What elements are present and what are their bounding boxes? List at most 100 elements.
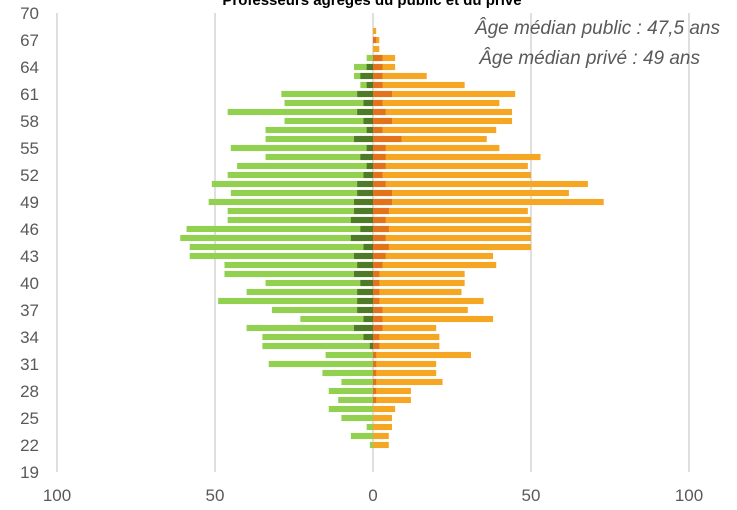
bar-right-total-24 [373,423,392,431]
x-tick-3: 50 [522,486,541,505]
bar-right-total-29 [373,378,443,386]
bar-left-dark-53 [366,162,373,170]
bar-left-total-56 [265,135,373,143]
bar-right-total-68 [373,27,377,35]
bar-right-total-27 [373,396,411,404]
bar-right-dark-51 [373,180,386,188]
bar-right-total-57 [373,126,497,134]
bar-right-dark-54 [373,153,386,161]
bar-right-total-43 [373,252,494,260]
bar-left-dark-50 [357,189,373,197]
bar-right-total-25 [373,414,392,422]
y-tick-40: 40 [20,274,39,293]
y-tick-19: 19 [20,463,39,482]
bar-left-total-42 [224,261,373,269]
bar-right-dark-59 [373,108,386,116]
bar-right-total-48 [373,207,528,215]
bar-left-total-51 [211,180,373,188]
bar-right-total-37 [373,306,468,314]
bar-right-dark-33 [373,342,380,350]
bar-right-total-47 [373,216,531,224]
x-tick-4: 100 [675,486,703,505]
bar-right-total-40 [373,279,465,287]
bar-right-total-22 [373,441,389,449]
bar-left-dark-51 [357,180,373,188]
bar-left-dark-57 [366,126,373,134]
bar-left-dark-58 [363,117,373,125]
bar-right-dark-37 [373,306,383,314]
bar-right-dark-28 [373,387,377,395]
bar-right-dark-43 [373,252,386,260]
bar-left-dark-47 [350,216,373,224]
bar-right-total-55 [373,144,500,152]
y-tick-22: 22 [20,436,39,455]
bar-right-dark-60 [373,99,383,107]
bar-left-dark-37 [357,306,373,314]
y-tick-31: 31 [20,355,39,374]
bar-right-total-30 [373,369,437,377]
y-tick-64: 64 [20,58,39,77]
bar-left-total-23 [350,432,373,440]
bar-left-dark-64 [366,63,373,71]
bar-right-dark-34 [373,333,380,341]
bar-left-total-47 [227,216,373,224]
bar-left-total-48 [227,207,373,215]
y-tick-28: 28 [20,382,39,401]
bar-right-total-66 [373,45,380,53]
bar-right-total-44 [373,243,531,251]
bar-left-dark-60 [363,99,373,107]
bar-right-total-41 [373,270,465,278]
bar-left-total-27 [338,396,373,404]
y-tick-43: 43 [20,247,39,266]
bar-left-total-46 [186,225,373,233]
y-tick-58: 58 [20,112,39,131]
bar-left-dark-34 [363,333,373,341]
bar-left-total-26 [328,405,373,413]
median-age-private-annotation: Âge médian privé : 49 ans [478,47,700,69]
bar-right-total-33 [373,342,440,350]
bar-left-dark-46 [360,225,373,233]
bar-left-dark-38 [357,297,373,305]
bar-left-total-61 [281,90,373,98]
bar-left-dark-59 [357,108,373,116]
bar-right-dark-57 [373,126,383,134]
bar-left-total-37 [271,306,373,314]
bar-right-total-52 [373,171,531,179]
bar-left-total-43 [189,252,373,260]
bar-right-total-23 [373,432,389,440]
bar-right-total-60 [373,99,500,107]
bar-left-dark-45 [350,234,373,242]
bar-left-dark-35 [354,324,373,332]
bar-left-total-24 [366,423,373,431]
bar-right-total-54 [373,153,541,161]
bar-right-dark-62 [373,81,383,89]
bar-right-dark-31 [373,360,377,368]
y-tick-37: 37 [20,301,39,320]
y-tick-52: 52 [20,166,39,185]
bar-left-dark-36 [363,315,373,323]
bar-left-dark-49 [354,198,373,206]
bar-right-total-50 [373,189,569,197]
bar-right-total-49 [373,198,604,206]
bar-left-total-29 [341,378,373,386]
bar-left-total-54 [265,153,373,161]
median-age-public-annotation: Âge médian public : 47,5 ans [474,17,721,39]
bar-right-total-36 [373,315,494,323]
bar-right-total-56 [373,135,487,143]
bar-right-dark-61 [373,90,392,98]
bar-right-total-34 [373,333,440,341]
bar-right-total-26 [373,405,396,413]
bar-left-total-53 [237,162,373,170]
bar-right-total-63 [373,72,427,80]
grid-lines [56,13,690,472]
bar-left-dark-40 [360,279,373,287]
bar-left-total-30 [322,369,373,377]
bar-left-total-45 [180,234,373,242]
bar-left-total-39 [246,288,373,296]
bar-left-dark-33 [369,342,373,350]
bar-left-total-38 [218,297,373,305]
bar-left-dark-63 [360,72,373,80]
y-tick-49: 49 [20,193,39,212]
bar-right-dark-46 [373,225,389,233]
